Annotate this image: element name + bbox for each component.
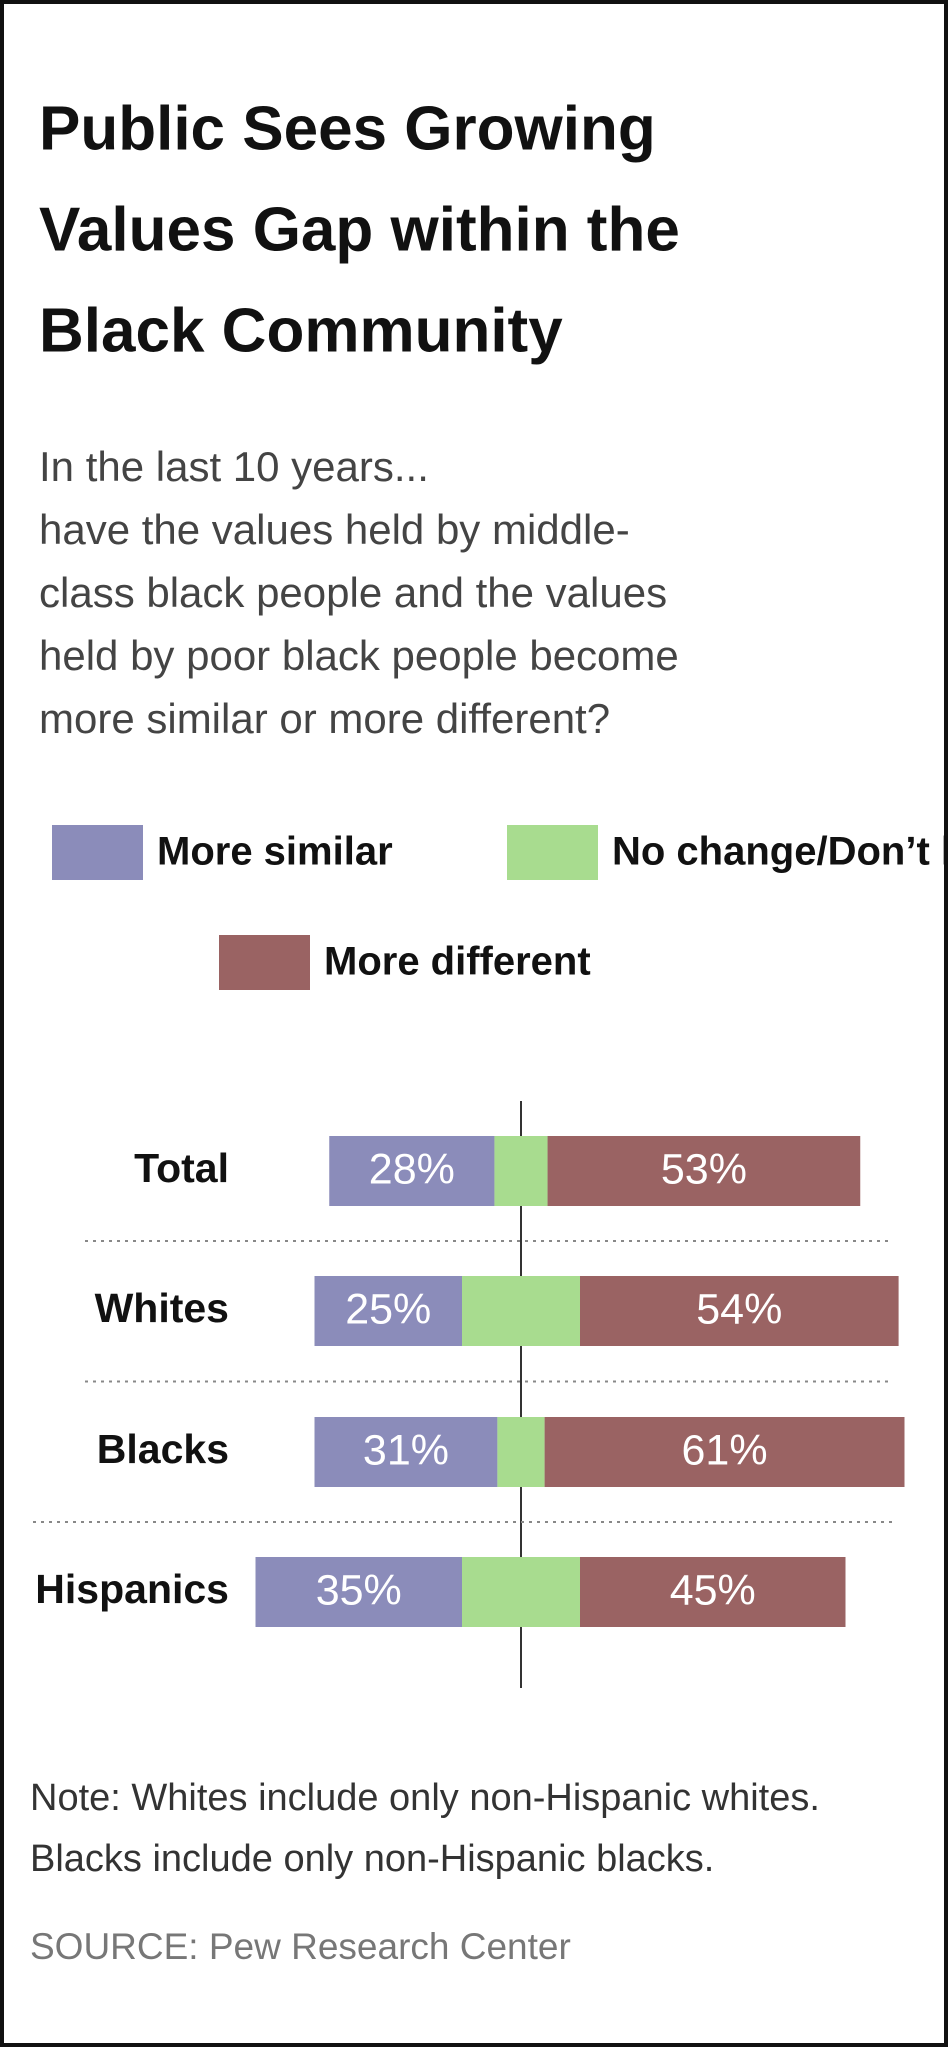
subtitle: In the last 10 years... bbox=[39, 443, 429, 490]
note: Blacks include only non-Hispanic blacks. bbox=[30, 1838, 714, 1880]
subtitle: more similar or more different? bbox=[39, 695, 610, 742]
legend-swatch bbox=[52, 825, 143, 880]
bar-segment bbox=[314, 1417, 498, 1487]
bar-segment bbox=[494, 1136, 548, 1206]
bar-segment bbox=[580, 1557, 846, 1627]
category-label: Blacks bbox=[97, 1426, 229, 1472]
category-label: Whites bbox=[95, 1285, 229, 1331]
value-label: 25% bbox=[345, 1285, 431, 1333]
legend-label: No change/Don’t know bbox=[612, 830, 948, 874]
value-label: 61% bbox=[682, 1426, 768, 1474]
legend-swatch bbox=[219, 935, 310, 990]
note: Note: Whites include only non-Hispanic w… bbox=[30, 1777, 820, 1819]
bar-segment bbox=[255, 1557, 462, 1627]
subtitle: have the values held by middle- bbox=[39, 506, 630, 553]
bar-segment bbox=[462, 1276, 580, 1346]
category-label: Hispanics bbox=[35, 1566, 229, 1612]
chart-title: Black Community bbox=[39, 296, 563, 365]
bar-segment bbox=[314, 1276, 462, 1346]
value-label: 28% bbox=[369, 1145, 455, 1193]
bar-segment bbox=[580, 1276, 899, 1346]
source: SOURCE: Pew Research Center bbox=[30, 1926, 571, 1967]
legend-swatch bbox=[507, 825, 598, 880]
value-label: 31% bbox=[363, 1426, 449, 1474]
category-label: Total bbox=[134, 1145, 229, 1191]
chart-title: Public Sees Growing bbox=[39, 94, 656, 163]
value-label: 53% bbox=[661, 1145, 747, 1193]
bar-segment bbox=[544, 1417, 905, 1487]
bar-segment bbox=[329, 1136, 495, 1206]
chart-title: Values Gap within the bbox=[39, 195, 680, 264]
subtitle: class black people and the values bbox=[39, 569, 667, 616]
subtitle: held by poor black people become bbox=[39, 632, 679, 679]
bar-segment bbox=[547, 1136, 861, 1206]
legend-label: More similar bbox=[157, 830, 393, 874]
legend-label: More different bbox=[324, 940, 591, 984]
value-label: 54% bbox=[696, 1285, 782, 1333]
value-label: 35% bbox=[316, 1566, 402, 1614]
value-label: 45% bbox=[670, 1566, 756, 1614]
bar-segment bbox=[462, 1557, 580, 1627]
bar-segment bbox=[497, 1417, 545, 1487]
